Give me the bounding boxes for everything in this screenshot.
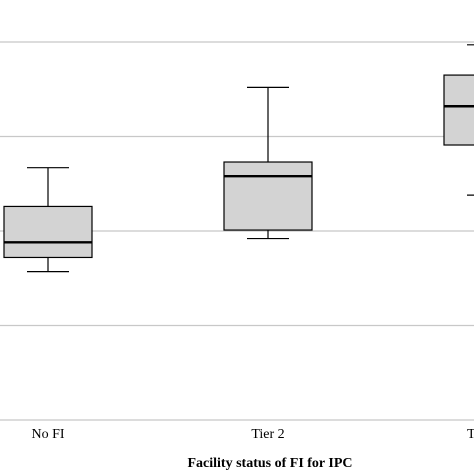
x-tick-label: No FI [31,427,64,442]
box [3,205,93,259]
x-axis-label: Facility status of FI for IPC [188,456,353,471]
box [443,74,474,146]
x-tick-label: T [467,427,474,442]
box [223,161,313,231]
x-tick-label: Tier 2 [251,427,284,442]
